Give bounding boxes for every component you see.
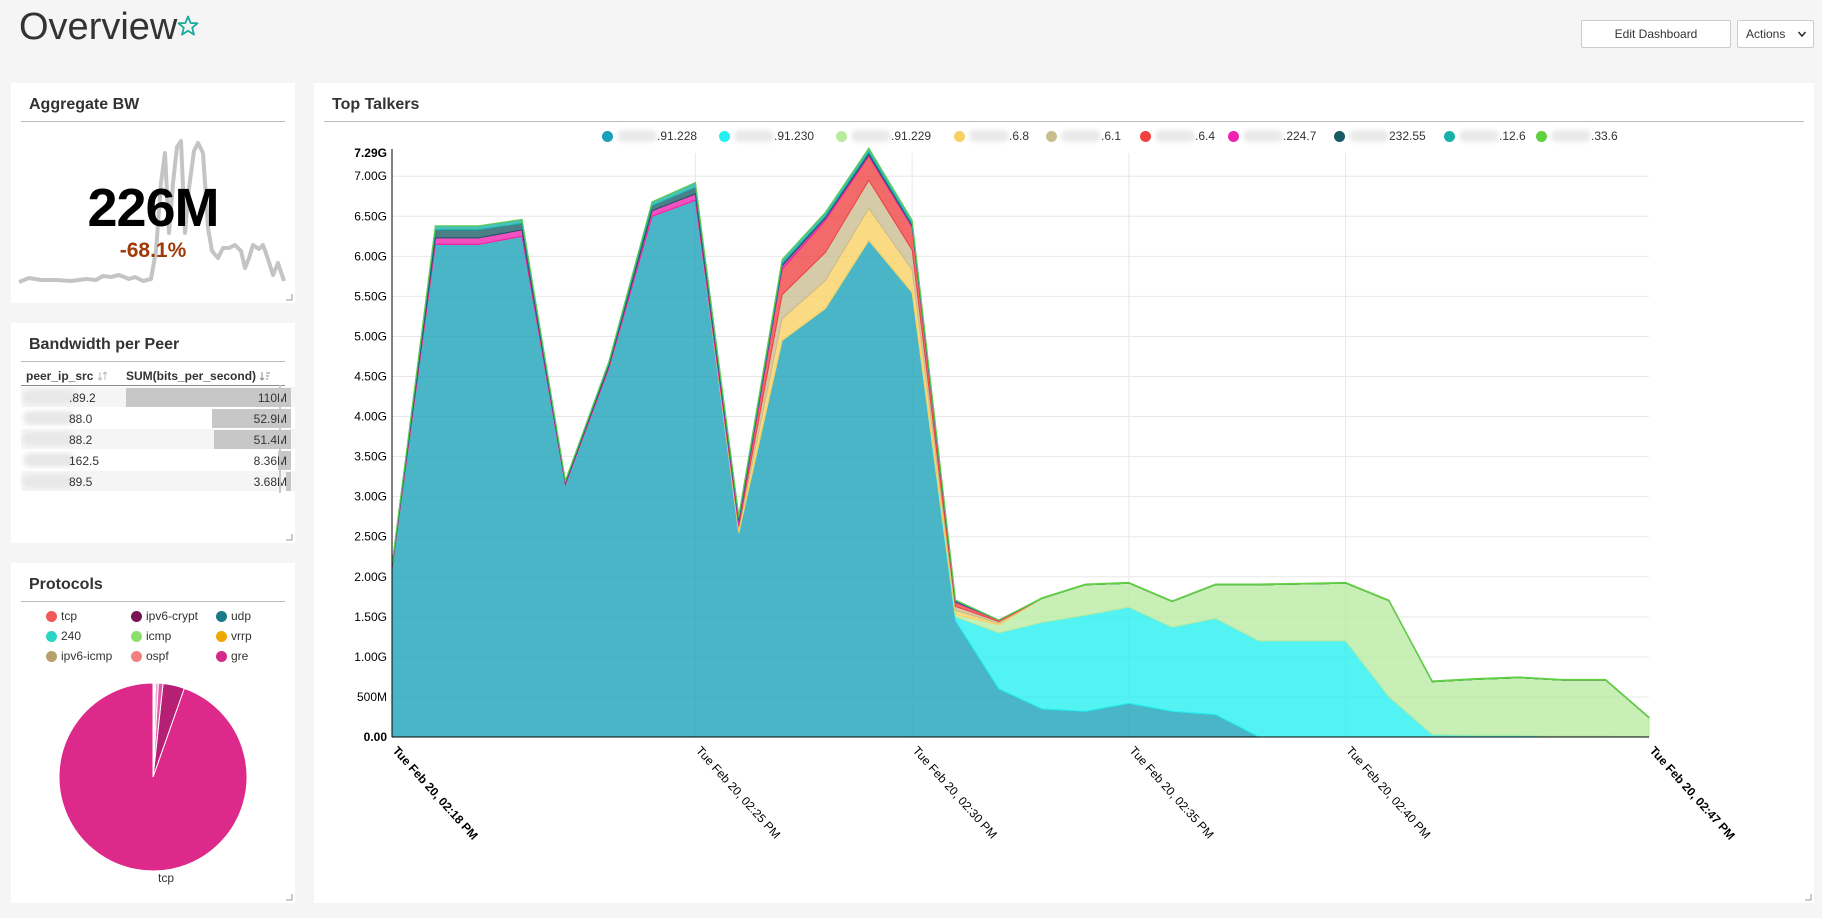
y-max-label: 7.29G	[354, 146, 387, 160]
y-tick-label: 5.50G	[354, 289, 387, 303]
aggregate-value: 226M	[11, 177, 295, 239]
resize-handle-icon[interactable]	[285, 533, 293, 541]
column-header-peer-ip[interactable]: peer_ip_src	[26, 369, 109, 383]
redacted-ip	[23, 411, 75, 425]
resize-handle-icon[interactable]	[1804, 893, 1812, 901]
scrollbar[interactable]	[279, 385, 281, 493]
x-tick-label: Tue Feb 20, 02:47 PM	[1647, 744, 1738, 843]
bandwidth-per-peer-panel: Bandwidth per Peer peer_ip_src SUM(bits_…	[11, 323, 295, 543]
sort-desc-icon	[259, 370, 271, 382]
bps-cell: 51.4M	[254, 433, 287, 447]
column-header-label: peer_ip_src	[26, 369, 93, 383]
table-row[interactable]: 88.0 52.9M	[21, 408, 295, 428]
peer-ip-cell: .89.2	[69, 391, 96, 405]
table-row[interactable]: 162.5 8.36M	[21, 450, 295, 470]
redacted-ip	[23, 474, 75, 488]
y-tick-label: 5.00G	[354, 329, 387, 343]
sort-icon	[97, 370, 109, 382]
header: Overview Edit Dashboard Actions	[0, 0, 1822, 70]
redacted-ip	[23, 432, 75, 446]
x-tick-label: Tue Feb 20, 02:25 PM	[693, 744, 783, 842]
pie-slice-label: tcp	[11, 871, 321, 885]
redacted-ip	[23, 390, 75, 404]
peer-ip-cell: 89.5	[69, 475, 92, 489]
bps-cell: 52.9M	[254, 412, 287, 426]
peer-ip-cell: 88.0	[69, 412, 92, 426]
star-icon[interactable]	[176, 14, 200, 38]
y-tick-label: 1.00G	[354, 650, 387, 664]
peer-ip-cell: 162.5	[69, 454, 99, 468]
peer-ip-cell: 88.2	[69, 433, 92, 447]
bps-cell: 8.36M	[254, 454, 287, 468]
table-row[interactable]: .89.2 110M	[21, 387, 295, 407]
resize-handle-icon[interactable]	[285, 293, 293, 301]
y-tick-label: 4.00G	[354, 410, 387, 424]
column-header-label: SUM(bits_per_second)	[126, 369, 256, 383]
y-tick-label: 3.00G	[354, 490, 387, 504]
bps-cell: 3.68M	[254, 475, 287, 489]
y-tick-label: 2.50G	[354, 530, 387, 544]
top-talkers-area-chart: 0.00 500M 1.00G 1.50G 2.00G 2.50G 3.00G 3.50G 4.…	[314, 83, 1814, 903]
column-header-bps[interactable]: SUM(bits_per_second)	[126, 369, 271, 383]
resize-handle-icon[interactable]	[285, 893, 293, 901]
x-tick-label: Tue Feb 20, 02:30 PM	[910, 744, 1000, 842]
protocols-pie-chart	[11, 563, 295, 903]
y-tick-label: 7.00G	[354, 169, 387, 183]
header-divider	[21, 385, 285, 386]
y-tick-label: 4.50G	[354, 370, 387, 384]
protocols-panel: Protocols tcp ipv6-crypt udp 240 icmp vrrp ipv…	[11, 563, 295, 903]
aggregate-bw-panel: Aggregate BW 226M -68.1%	[11, 83, 295, 303]
actions-label: Actions	[1746, 27, 1785, 41]
y-tick-label: 3.50G	[354, 450, 387, 464]
x-tick-label: Tue Feb 20, 02:35 PM	[1127, 744, 1217, 842]
chevron-down-icon	[1797, 29, 1807, 39]
table-row[interactable]: 89.5 3.68M	[21, 471, 295, 491]
y-tick-label: 0.00	[364, 730, 388, 744]
y-tick-label: 2.00G	[354, 570, 387, 584]
bps-cell: 110M	[258, 391, 287, 405]
y-tick-label: 6.50G	[354, 209, 387, 223]
edit-dashboard-button[interactable]: Edit Dashboard	[1581, 20, 1731, 48]
x-tick-label: Tue Feb 20, 02:40 PM	[1343, 744, 1433, 842]
redacted-ip	[23, 453, 75, 467]
table-row[interactable]: 88.2 51.4M	[21, 429, 295, 449]
aggregate-change: -68.1%	[11, 239, 295, 263]
top-talkers-panel: Top Talkers .91.228 .91.230 .91.229 .6.8 .6.…	[314, 83, 1814, 903]
y-tick-label: 6.00G	[354, 249, 387, 263]
panel-title: Bandwidth per Peer	[29, 336, 179, 354]
divider	[21, 361, 285, 362]
page-title: Overview	[19, 6, 177, 49]
x-tick-label: Tue Feb 20, 02:18 PM	[390, 744, 481, 843]
y-tick-label: 1.50G	[354, 610, 387, 624]
y-tick-label: 500M	[357, 690, 387, 704]
actions-dropdown[interactable]: Actions	[1737, 20, 1814, 48]
